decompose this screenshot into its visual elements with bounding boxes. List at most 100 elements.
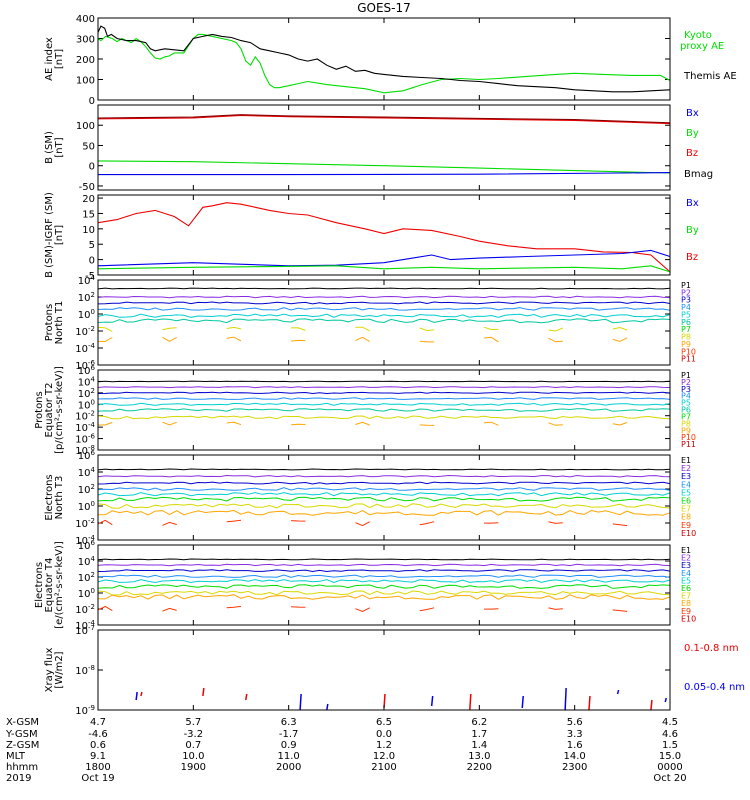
channel-label: P4 — [681, 392, 691, 401]
footer-value: 2300 — [562, 762, 587, 773]
channel-label: E7 — [681, 592, 691, 601]
footer-value: 1.5 — [662, 740, 678, 751]
footer-value: 6.3 — [281, 717, 297, 728]
y-axis-label-line: Electrons — [34, 562, 45, 608]
xray-spike — [326, 703, 329, 711]
legend-item: Bz — [686, 252, 698, 263]
footer-row-label: hhmm — [6, 762, 38, 773]
channel-label: E5 — [681, 488, 691, 497]
channel-line-4 — [97, 579, 671, 584]
legend-item: 0.1-0.8 nm — [684, 643, 739, 654]
channel-line-4 — [97, 313, 671, 318]
channel-line-2 — [97, 481, 671, 485]
channel-label: P4 — [681, 303, 691, 312]
legend-item: By — [686, 128, 699, 139]
channel-label: P3 — [681, 296, 691, 305]
footer-row-label: Z-GSM — [6, 740, 39, 751]
channel-line-3 — [97, 397, 671, 400]
footer-date-end: Oct 20 — [653, 773, 686, 784]
y-tick-label: 0 — [89, 256, 95, 267]
xray-spike — [140, 691, 143, 697]
y-axis-label-line: [nT] — [54, 225, 65, 245]
y-axis-label-line: [p/(cm²-s-sr-keV)] — [54, 366, 65, 454]
channel-label: P1 — [681, 281, 691, 290]
channel-label: E6 — [681, 584, 691, 593]
y-tick-label: 0 — [89, 162, 95, 173]
channel-line-2 — [97, 301, 671, 305]
channel-line-8 — [97, 605, 628, 613]
y-axis-label: ProtonsNorth T1 — [44, 301, 65, 345]
channel-label: E5 — [681, 576, 691, 585]
footer-value: -1.7 — [279, 729, 299, 740]
y-tick-label: -50 — [79, 182, 95, 193]
y-axis-label: ElectronsNorth T3 — [44, 474, 65, 520]
channel-line-0 — [97, 380, 671, 383]
panel-frame — [97, 17, 671, 101]
series-line-0 — [97, 33, 671, 94]
y-tick-label: 106 — [78, 449, 96, 462]
y-tick-label: 0 — [89, 96, 95, 107]
channel-line-3 — [97, 574, 671, 578]
figure-title: GOES-17 — [357, 1, 411, 15]
channel-line-1 — [97, 474, 671, 478]
legend-item: 0.05-0.4 nm — [684, 682, 745, 693]
xray-spike — [564, 687, 567, 711]
y-tick-label: 100 — [78, 500, 95, 513]
series-line-3 — [98, 172, 671, 176]
y-axis-label: ProtonsEquator T2[p/(cm²-s-sr-keV)] — [34, 366, 65, 454]
channel-line-0 — [97, 468, 671, 471]
xray-spike — [202, 687, 205, 697]
xray-spike — [616, 689, 620, 695]
footer-value: 2200 — [467, 762, 492, 773]
y-axis-label: AE index[nT] — [44, 37, 65, 81]
channel-label: P7 — [681, 325, 691, 334]
channel-label: P8 — [681, 419, 691, 428]
footer-value: 4.6 — [662, 729, 678, 740]
legend-item: Bx — [686, 198, 699, 209]
y-tick-label: 10-2 — [75, 603, 95, 616]
channel-line-0 — [97, 558, 671, 561]
channel-label: P2 — [681, 288, 691, 297]
channel-label: P8 — [681, 333, 691, 342]
legend-item: Themis AE — [683, 71, 737, 82]
series-line-2 — [97, 160, 671, 174]
footer-value: 12.0 — [373, 751, 395, 762]
channel-line-4 — [97, 402, 671, 406]
y-tick-label: 5 — [89, 240, 95, 251]
channel-line-5 — [97, 408, 671, 412]
legend-item: Bmag — [684, 169, 713, 180]
legend-item: By — [686, 225, 699, 236]
channel-line-5 — [97, 318, 671, 324]
footer-value: 0.9 — [281, 740, 297, 751]
xray-spike — [664, 697, 667, 703]
y-tick-label: 102 — [78, 571, 95, 584]
footer-year: 2019 — [6, 773, 31, 784]
channel-label: P5 — [681, 310, 691, 319]
footer-value: 4.7 — [90, 717, 106, 728]
channel-line-1 — [97, 295, 671, 299]
channel-line-0 — [97, 287, 671, 290]
y-tick-label: 300 — [76, 35, 95, 46]
y-tick-label: 10-4 — [75, 342, 95, 355]
footer-value: 1900 — [181, 762, 206, 773]
channel-label: P10 — [681, 433, 696, 442]
y-tick-label: 102 — [78, 483, 95, 496]
channel-label: E1 — [681, 456, 691, 465]
channel-label: E1 — [681, 546, 691, 555]
y-axis-label-line: North T3 — [54, 476, 65, 520]
panel-p_t2: 10610410210010-210-410-610-8ProtonsEquat… — [34, 364, 696, 457]
channel-label: E6 — [681, 497, 691, 506]
y-axis-label-line: Electrons — [44, 474, 55, 520]
channel-line-5 — [97, 496, 671, 502]
channel-line-2 — [97, 569, 671, 573]
footer-value: 5.7 — [185, 717, 201, 728]
y-tick-label: 15 — [82, 209, 95, 220]
y-axis-label-line: [W/m2] — [54, 651, 65, 688]
y-tick-label: 10 — [82, 225, 95, 236]
series-line-2 — [97, 265, 671, 273]
channel-label: P5 — [681, 399, 691, 408]
channel-label: P7 — [681, 412, 691, 421]
channel-line-1 — [97, 386, 671, 389]
panel-frame — [97, 369, 671, 451]
y-axis-label-line: North T1 — [54, 301, 65, 345]
